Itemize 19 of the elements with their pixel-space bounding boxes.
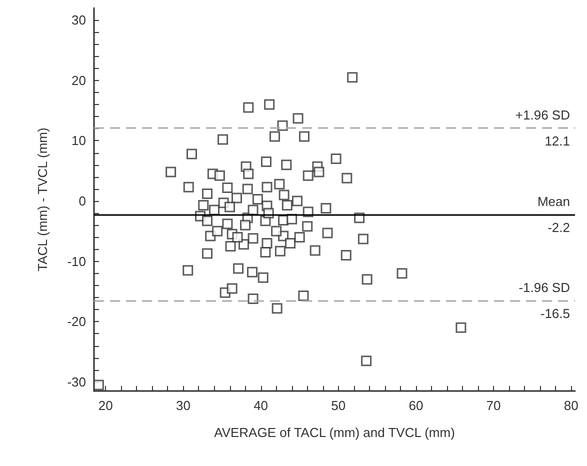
x-tick-label: 80 [564,398,578,413]
y-tick-label: 10 [72,133,86,148]
y-tick-label: 0 [78,194,86,209]
ref-line-label: -1.96 SD -16.5 [518,280,570,322]
ref-line-label: Mean -2.2 [537,194,570,235]
y-tick-label: -10 [67,254,86,269]
y-tick-label: 20 [72,72,86,88]
x-tick-label: 20 [98,398,113,413]
y-tick-label: -20 [67,314,86,330]
ref-line-label: +1.96 SD 12.1 [515,108,570,149]
x-tick-label: 30 [176,398,190,413]
y-axis-title: TACL (mm) - TVCL (mm) [35,128,50,272]
y-tick-label: -30 [67,374,86,390]
x-axis-title: AVERAGE of TACL (mm) and TVCL (mm) [214,425,455,440]
x-tick-label: 40 [254,398,268,413]
x-tick-label: 70 [486,398,501,413]
x-tick-label: 50 [331,398,346,413]
y-tick-label: 30 [72,12,86,28]
x-tick-label: 60 [408,398,424,413]
